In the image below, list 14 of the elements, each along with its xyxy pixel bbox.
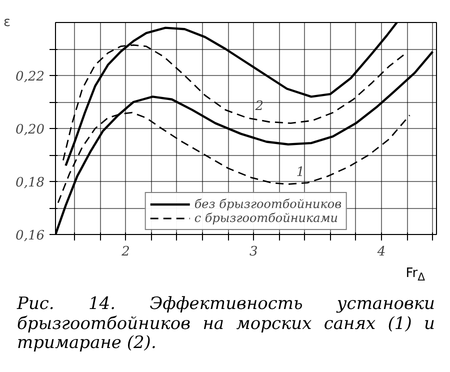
y-tick-label: 0,18 (16, 176, 45, 190)
x-tick-label: 2 (120, 244, 130, 260)
y-tick-label: 0,22 (16, 70, 45, 84)
annotation: 1 (296, 165, 304, 180)
legend-label: с брызгоотбойниками (194, 211, 338, 225)
legend-label: без брызгоотбойников (194, 197, 342, 211)
x-axis-title: Fr$_{Δ}$ (406, 266, 425, 284)
y-tick-label: 0,16 (16, 228, 45, 244)
y-tick-label: 0,20 (16, 122, 45, 138)
text: Рис. 14. Эффективность установки брызгоотбойников на морских санях (1) и тримаране (2). (17, 294, 435, 354)
x-tick-label: 4 (376, 244, 386, 260)
annotation: 2 (254, 98, 264, 114)
y-axis-title: ε (4, 15, 11, 30)
x-tick-label: 3 (250, 244, 258, 260)
